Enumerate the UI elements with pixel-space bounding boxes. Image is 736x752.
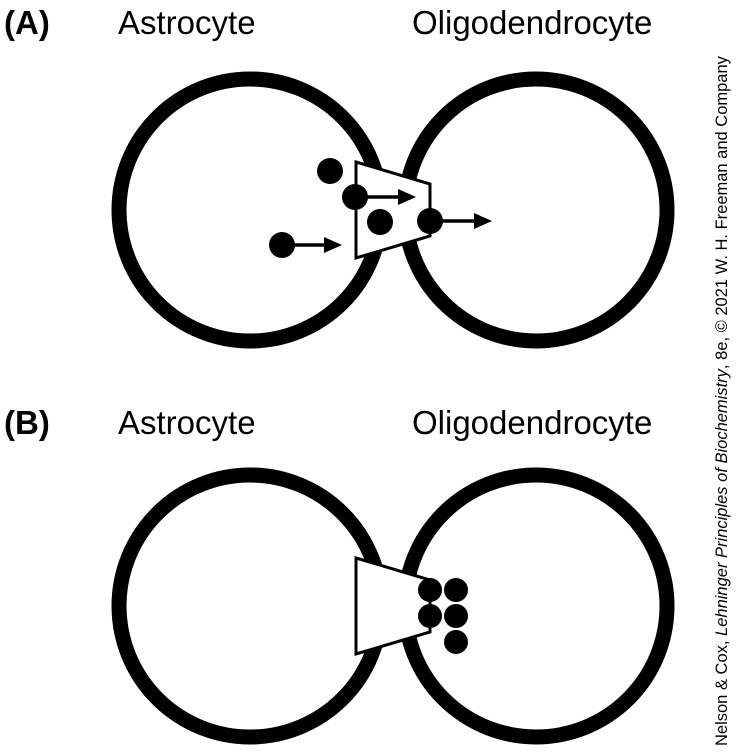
panel-a-molecule bbox=[417, 208, 443, 234]
copyright-credit: Nelson & Cox, Lehninger Principles of Bi… bbox=[713, 55, 731, 746]
credit-prefix: Nelson & Cox, bbox=[713, 636, 731, 746]
panel-b-oligodendrocyte-label: Oligodendrocyte bbox=[412, 404, 652, 441]
panel-a-gap-junction-channel bbox=[354, 159, 432, 261]
panel-a-astrocyte-label: Astrocyte bbox=[118, 4, 256, 41]
panel-b-oligodendrocyte-cell bbox=[397, 467, 675, 745]
panel-a-arrow bbox=[441, 213, 492, 229]
panel-a: (A) Astrocyte Oligodendrocyte bbox=[4, 4, 675, 349]
panel-b-letter: (B) bbox=[4, 404, 50, 441]
panel-a-letter: (A) bbox=[4, 4, 50, 41]
panel-a-molecule bbox=[367, 209, 393, 235]
panel-b-molecule bbox=[418, 604, 442, 628]
panel-a-oligodendrocyte-label: Oligodendrocyte bbox=[412, 4, 652, 41]
panel-a-molecule bbox=[317, 158, 343, 184]
panel-b-gap-junction-channel bbox=[354, 555, 432, 657]
panel-b-astrocyte-label: Astrocyte bbox=[118, 404, 256, 441]
panel-a-molecule bbox=[342, 184, 368, 210]
panel-b-molecule bbox=[444, 630, 468, 654]
panel-b-molecule bbox=[444, 604, 468, 628]
panel-b-molecule bbox=[418, 578, 442, 602]
credit-suffix: , 8e, © 2021 W. H. Freeman and Company bbox=[713, 55, 731, 369]
panel-b-astrocyte-cell bbox=[111, 467, 389, 745]
panel-a-astrocyte-cell bbox=[111, 71, 389, 349]
panel-a-arrow bbox=[366, 189, 416, 205]
credit-book-title: Lehninger Principles of Biochemistry bbox=[713, 367, 731, 636]
panel-a-arrow bbox=[293, 237, 342, 253]
panel-b-molecule bbox=[444, 578, 468, 602]
panel-a-molecule bbox=[269, 232, 295, 258]
panel-b: (B) Astrocyte Oligodendrocyte bbox=[4, 404, 675, 745]
panel-a-oligodendrocyte-cell bbox=[397, 71, 675, 349]
